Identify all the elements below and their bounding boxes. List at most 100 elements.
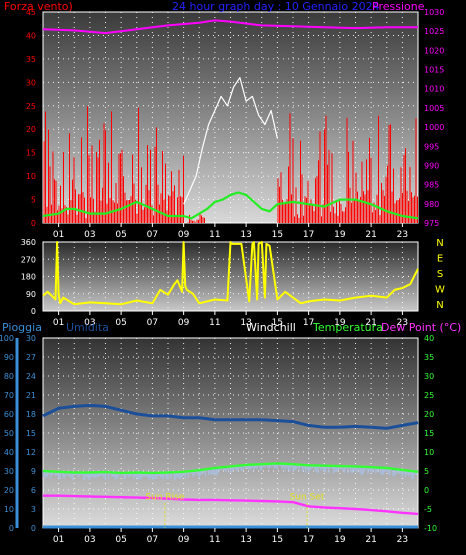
wind-direction-line [42,241,419,306]
x-tick-label: 13 [240,230,251,240]
x-tick-label: 09 [178,318,190,328]
x-tick-label: 01 [53,318,64,328]
pressure-y-tick-label: 975 [424,219,439,228]
x-tick-label: 15 [272,318,283,328]
humidity-line [42,403,419,430]
wind-y-tick-label: 35 [26,55,36,64]
wind-y-tick-label: 10 [26,172,36,181]
temperature-panel: Sun Rise Sun Set 01 03 05 07 09 11 13 15 17 19 21 23… [0,321,461,545]
wind-grid [43,12,418,223]
rain-y-tick-label: 0 [9,524,14,533]
temperature-y-tick-label: -5 [424,505,432,514]
wind-y-tick-label: 15 [26,149,36,158]
x-tick-label: 11 [209,230,220,240]
pressure-y-tick-label: 1020 [424,46,444,55]
x-tick-label: 21 [365,318,376,328]
sun-marker-label: Sun Rise [145,493,184,503]
x-tick-label: 01 [53,535,64,545]
x-tick-label: 23 [397,318,408,328]
x-tick-label: 19 [334,318,346,328]
temperature-series: Sun Rise Sun Set [42,403,419,529]
rain-y-tick-label: 80 [4,372,14,381]
humidity-y-tick-label: 18 [26,410,36,419]
temperature-y-tick-label: 5 [424,467,429,476]
rain-y-tick-label: 100 [0,334,14,343]
direction-y-tick-label: 90 [26,290,36,299]
wind-y-tick-label: 5 [31,196,36,205]
legend-rain: Pioggia [2,321,42,334]
wind-axis-ticks: 01 03 05 07 09 11 13 15 17 19 21 230510152025303540… [26,8,445,240]
humidity-y-tick-label: 21 [26,391,36,400]
pressure-y-tick-label: 1005 [424,104,444,113]
x-tick-label: 19 [334,535,346,545]
x-tick-label: 03 [84,230,95,240]
rain-y-tick-label: 50 [4,429,14,438]
compass-label: N [436,238,443,249]
temperature-y-tick-label: 25 [424,391,434,400]
humidity-y-tick-label: 9 [31,467,36,476]
wind-y-tick-label: 40 [26,31,36,40]
x-tick-label: 05 [115,230,126,240]
humidity-y-tick-label: 30 [26,334,36,343]
temperature-grid [43,338,418,528]
rain-y-tick-label: 90 [4,353,14,362]
x-tick-label: 11 [209,535,220,545]
x-tick-label: 15 [272,230,283,240]
pressure-y-tick-label: 985 [424,181,439,190]
temperature-y-tick-label: -10 [424,524,437,533]
x-tick-label: 03 [84,318,95,328]
wind-y-tick-label: 30 [26,78,36,87]
wind-series [42,19,419,223]
pressure-line [42,19,418,35]
temperature-y-tick-label: 40 [424,334,434,343]
x-tick-label: 21 [365,535,376,545]
x-tick-label: 09 [178,535,190,545]
legend-dewpoint: Dew Point (°C) [381,321,461,334]
x-tick-label: 13 [240,318,251,328]
x-tick-label: 17 [303,230,314,240]
direction-y-tick-label: 360 [21,238,36,247]
sun-marker-label: Sun Set [290,493,325,503]
humidity-y-tick-label: 6 [31,486,36,495]
x-tick-label: 07 [147,535,158,545]
pressure-y-tick-label: 995 [424,142,439,151]
rain-y-tick-label: 10 [4,505,14,514]
rain-y-tick-label: 40 [4,448,14,457]
x-tick-label: 21 [365,230,376,240]
direction-y-tick-label: 0 [31,307,36,316]
compass-label: E [437,254,443,265]
compass-label: W [435,285,445,296]
x-tick-label: 05 [115,318,126,328]
wind-y-tick-label: 25 [26,102,36,111]
pressure-y-tick-label: 990 [424,161,439,170]
compass-label: S [437,269,443,280]
compass-label: N [436,300,443,311]
direction-plot-area [42,241,419,312]
temperature-line [42,462,419,475]
temperature-y-tick-label: 30 [424,372,434,381]
temperature-y-tick-label: 35 [424,353,434,362]
humidity-y-tick-label: 12 [26,448,36,457]
direction-y-tick-label: 180 [21,273,36,282]
x-tick-label: 23 [397,230,408,240]
rain-y-tick-label: 70 [4,391,14,400]
pressure-y-tick-label: 980 [424,200,439,209]
x-tick-label: 17 [303,318,314,328]
temperature-y-tick-label: 20 [424,410,434,419]
x-tick-label: 01 [53,230,64,240]
chart-title: 24 hour graph day : 10 Gennaio 2024 [172,0,380,13]
direction-series [42,241,419,306]
x-tick-label: 07 [147,230,158,240]
pressure-y-tick-label: 1025 [424,27,444,36]
pressure-y-tick-label: 1030 [424,8,444,17]
x-tick-label: 03 [84,535,95,545]
x-tick-label: 23 [397,535,408,545]
temperature-y-tick-label: 10 [424,448,434,457]
x-tick-label: 09 [178,230,190,240]
dewpoint-line [43,494,419,516]
wind_avg-line [42,191,419,220]
temperature-y-tick-label: 15 [424,429,434,438]
